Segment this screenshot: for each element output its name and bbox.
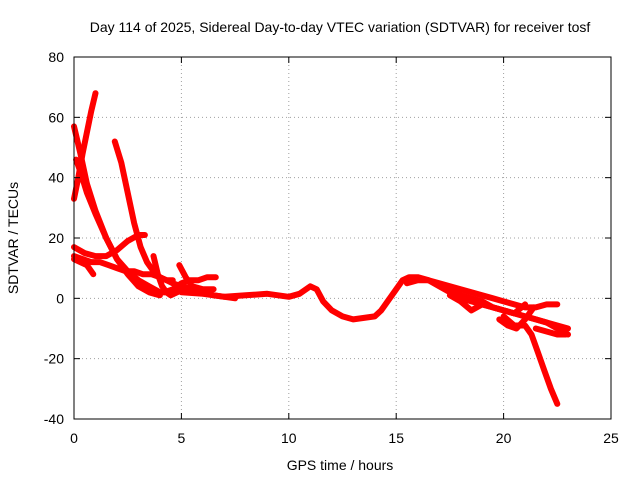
y-tick-label: -20 (44, 351, 64, 367)
y-tick-label: 0 (56, 290, 64, 306)
y-tick-label: -40 (44, 411, 64, 427)
series-line-arc-c (73, 156, 174, 296)
chart-title: Day 114 of 2025, Sidereal Day-to-day VTE… (90, 19, 591, 35)
series-line-arc-p (496, 304, 537, 332)
y-tick-label: 40 (48, 170, 64, 186)
x-tick-label: 0 (70, 430, 78, 446)
x-axis-label: GPS time / hours (287, 457, 394, 473)
x-tick-label: 15 (388, 430, 404, 446)
x-tick-label: 25 (603, 430, 619, 446)
y-tick-label: 20 (48, 230, 64, 246)
x-tick-label: 5 (178, 430, 186, 446)
series-line-arc-q (532, 325, 569, 338)
tick-layer: 0 5 10 15 20 25 -40 -20 0 20 40 60 80 (44, 49, 619, 446)
x-tick-label: 20 (496, 430, 512, 446)
y-axis-label: SDTVAR / TECUs (5, 182, 21, 294)
series-line-arc-f (71, 256, 97, 278)
x-tick-label: 10 (281, 430, 297, 446)
grid-layer (74, 57, 611, 419)
series-line-arc-n (446, 286, 571, 338)
series-line-arc-j (176, 262, 217, 293)
series-line-arc-a (71, 90, 99, 202)
series-layer (71, 90, 571, 407)
y-tick-label: 80 (48, 49, 64, 65)
y-tick-label: 60 (48, 109, 64, 125)
